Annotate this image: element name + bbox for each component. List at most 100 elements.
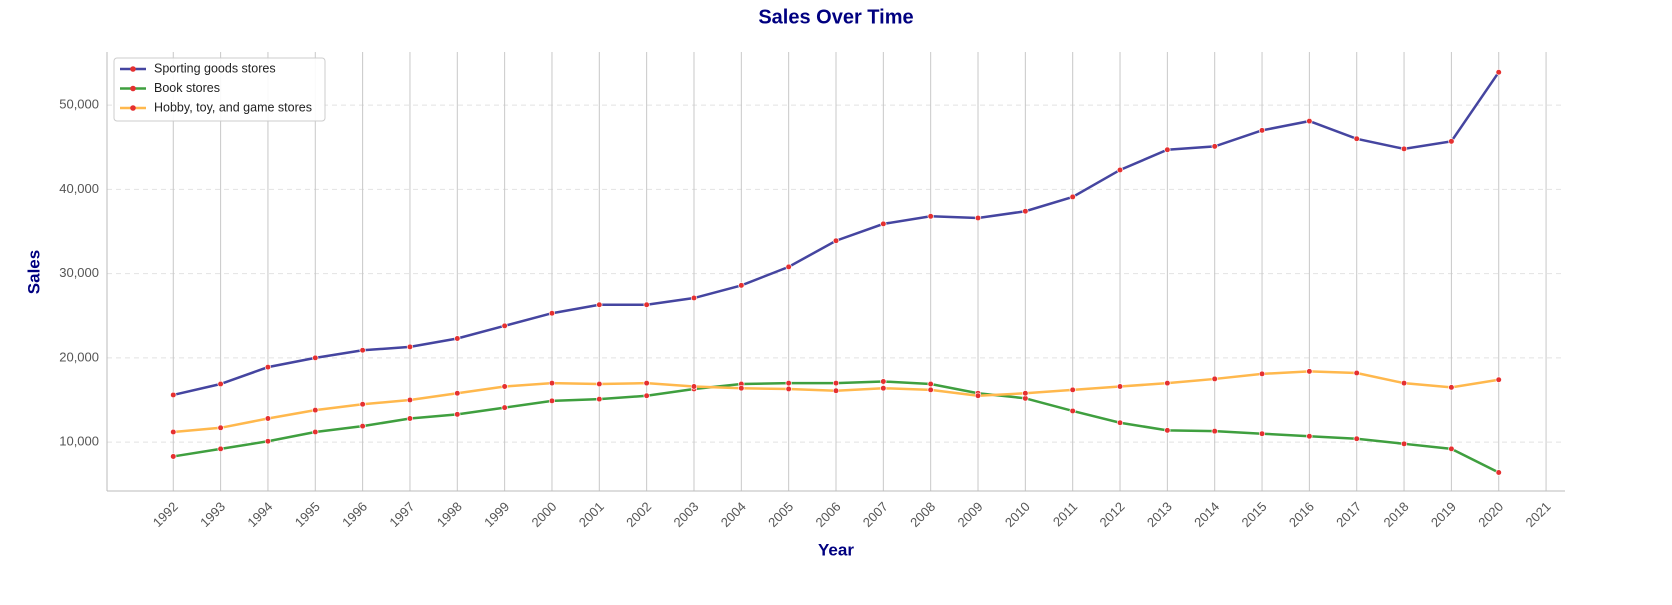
data-point <box>643 392 650 399</box>
data-point <box>1353 135 1360 142</box>
data-point <box>690 294 698 302</box>
data-point <box>738 282 745 289</box>
x-tick-label: 2012 <box>1097 499 1128 530</box>
x-tick-label: 2018 <box>1381 499 1412 530</box>
data-point <box>454 390 461 397</box>
data-point <box>406 396 414 404</box>
data-point <box>548 310 556 317</box>
x-tick-label: 1992 <box>150 499 181 530</box>
data-point <box>454 411 461 418</box>
legend-marker <box>130 105 136 111</box>
data-point <box>832 237 840 244</box>
x-tick-label: 1998 <box>434 499 465 530</box>
data-point <box>1306 368 1313 375</box>
y-tick-label: 20,000 <box>59 349 99 364</box>
data-point <box>738 385 745 392</box>
legend-marker <box>130 85 136 92</box>
data-point <box>1495 376 1502 383</box>
data-point <box>832 380 840 387</box>
data-point <box>974 392 982 399</box>
x-tick-label: 1993 <box>197 499 228 530</box>
x-tick-label: 2002 <box>623 499 654 530</box>
legend-label: Hobby, toy, and game stores <box>154 100 312 114</box>
data-point <box>643 380 650 387</box>
data-point <box>264 438 272 445</box>
data-point <box>927 386 934 393</box>
x-tick-label: 2008 <box>907 499 938 530</box>
data-point <box>596 301 603 308</box>
data-point <box>1069 193 1076 201</box>
y-axis-label: Sales <box>24 250 43 294</box>
x-tick-label: 2019 <box>1428 499 1459 530</box>
data-point <box>1258 430 1266 437</box>
x-tick-label: 1997 <box>386 499 417 530</box>
data-point <box>1211 143 1218 150</box>
data-point <box>927 213 934 220</box>
data-point <box>1353 369 1360 377</box>
data-point <box>1448 138 1455 145</box>
x-tick-label: 2010 <box>1002 499 1033 530</box>
x-tick-label: 1995 <box>292 499 323 530</box>
x-tick-label: 2011 <box>1050 499 1080 529</box>
x-tick-label: 1996 <box>339 499 370 530</box>
data-point <box>359 401 366 408</box>
x-tick-label: 2003 <box>670 499 701 530</box>
data-point <box>1116 419 1124 426</box>
x-tick-label: 2015 <box>1239 499 1270 530</box>
y-tick-label: 50,000 <box>59 97 99 112</box>
x-tick-label: 2017 <box>1333 499 1364 530</box>
x-tick-label: 2004 <box>718 499 749 530</box>
data-point <box>643 301 650 308</box>
x-tick-label: 2007 <box>860 499 891 530</box>
data-point <box>217 445 224 452</box>
data-point <box>1400 440 1408 447</box>
data-point <box>1164 146 1171 153</box>
x-tick-label: 2020 <box>1475 499 1506 530</box>
data-point <box>359 347 366 354</box>
x-tick-label: 1999 <box>481 499 512 530</box>
data-point <box>1022 208 1029 215</box>
data-point <box>880 220 887 227</box>
legend-box <box>113 57 326 122</box>
data-point <box>1116 383 1124 390</box>
x-tick-label: 2016 <box>1286 499 1317 530</box>
x-tick-label: 2001 <box>576 499 607 530</box>
data-point <box>217 380 224 388</box>
data-point <box>170 453 177 460</box>
x-tick-label: 2014 <box>1191 499 1222 530</box>
data-point <box>1495 69 1502 76</box>
x-tick-label: 2009 <box>955 499 986 530</box>
chart-title: Sales Over Time <box>758 6 913 28</box>
data-point <box>312 354 319 361</box>
x-tick-label: 2013 <box>1144 499 1175 530</box>
data-point <box>1164 380 1171 387</box>
data-point <box>548 397 556 404</box>
y-tick-label: 40,000 <box>59 181 99 196</box>
legend-marker <box>130 66 136 72</box>
data-point <box>359 423 366 430</box>
x-axis-label: Year <box>818 540 854 559</box>
data-point <box>264 364 272 371</box>
y-tick-label: 30,000 <box>59 265 99 280</box>
x-tick-label: 2021 <box>1523 499 1554 530</box>
data-point <box>690 383 698 390</box>
data-point <box>1069 386 1076 393</box>
data-point <box>1400 380 1408 387</box>
data-point <box>1211 428 1218 435</box>
data-point <box>596 396 603 403</box>
data-point <box>1211 375 1218 383</box>
x-tick-label: 2000 <box>528 499 559 530</box>
data-point <box>1400 145 1408 153</box>
data-point <box>501 383 508 390</box>
data-point <box>170 428 177 436</box>
data-point <box>454 335 461 342</box>
data-point <box>312 407 319 414</box>
legend: Sporting goods stores Book stores Hobby, t… <box>113 57 326 122</box>
data-point <box>832 387 840 394</box>
data-point <box>1306 117 1313 125</box>
data-point <box>880 378 887 385</box>
data-point <box>217 424 224 431</box>
data-point <box>785 380 792 387</box>
data-point <box>1116 166 1124 174</box>
